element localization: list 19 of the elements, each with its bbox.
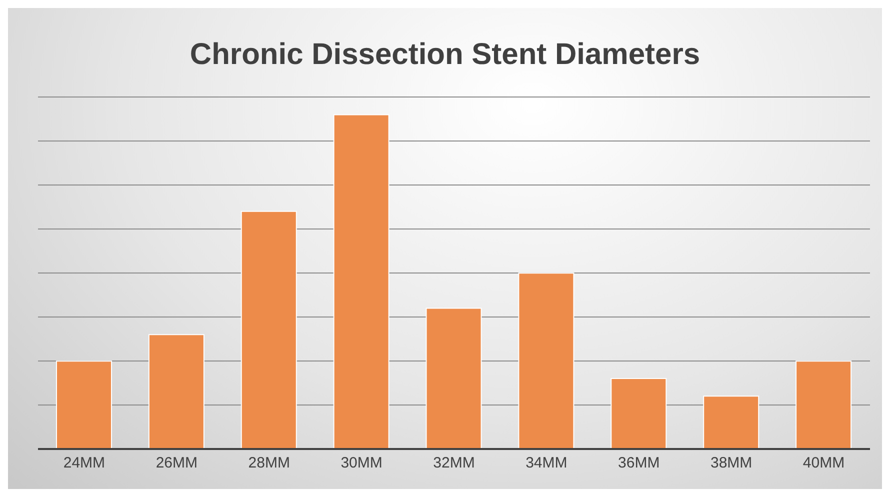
x-tick-label: 34MM <box>526 454 568 472</box>
bar <box>240 210 297 449</box>
chart-title: Chronic Dissection Stent Diameters <box>188 38 702 72</box>
bar <box>610 378 667 449</box>
x-tick-label: 28MM <box>248 454 290 472</box>
x-tick-label: 36MM <box>618 454 660 472</box>
bar <box>796 360 852 449</box>
bar <box>703 396 760 449</box>
x-tick-label: 40MM <box>802 454 845 472</box>
bar <box>56 360 112 449</box>
x-tick-label: 30MM <box>340 454 382 472</box>
x-tick-label: 26MM <box>156 454 198 472</box>
bar <box>148 334 204 449</box>
x-tick-label: 32MM <box>433 454 475 472</box>
bar <box>518 272 574 449</box>
bar <box>426 308 482 449</box>
x-tick-label: 38MM <box>710 454 752 472</box>
x-tick-label: 24MM <box>63 454 106 472</box>
bar <box>333 114 390 449</box>
